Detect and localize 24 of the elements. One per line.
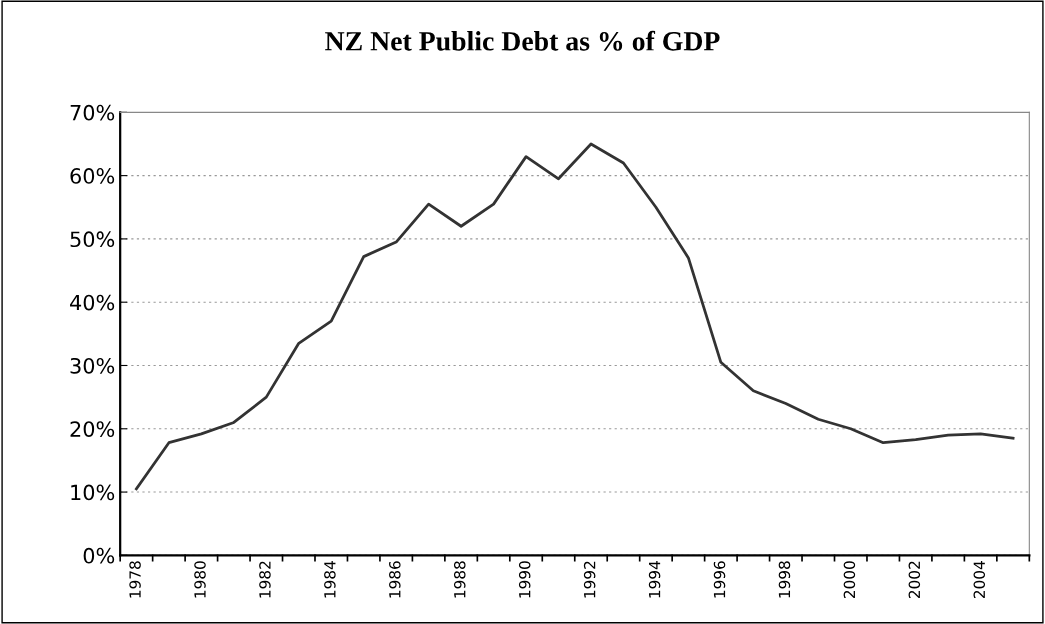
y-tick-label: 10% — [71, 484, 115, 501]
x-tick-label: 2002 — [908, 561, 921, 598]
x-tick-label: 2000 — [843, 561, 856, 598]
y-tick-label: 0% — [83, 547, 115, 564]
x-tick-label: 2004 — [973, 561, 986, 598]
x-tick-label: 1988 — [453, 561, 466, 598]
y-tick-label: 40% — [70, 294, 115, 311]
x-tick-label: 1986 — [389, 561, 401, 598]
x-tick-label: 1998 — [778, 561, 791, 598]
y-tick-label: 60% — [70, 168, 115, 184]
chart-title: NZ Net Public Debt as % of GDP — [325, 30, 720, 51]
x-tick-label: 1996 — [713, 561, 726, 598]
x-tick-label: 1978 — [129, 561, 141, 598]
x-tick-label: 1984 — [324, 561, 336, 598]
x-tick-label: 1980 — [194, 561, 206, 598]
x-tick-label: 1994 — [648, 561, 661, 598]
x-tick-label: 1990 — [518, 561, 531, 598]
line-series — [135, 142, 1015, 491]
y-tick-label: 50% — [70, 231, 115, 248]
y-tick-label: 30% — [70, 357, 115, 374]
x-tick-label: 1992 — [583, 561, 596, 598]
x-tick-label: 1982 — [259, 561, 271, 598]
y-tick-label: 20% — [70, 421, 115, 437]
y-tick-label: 70% — [70, 104, 115, 121]
